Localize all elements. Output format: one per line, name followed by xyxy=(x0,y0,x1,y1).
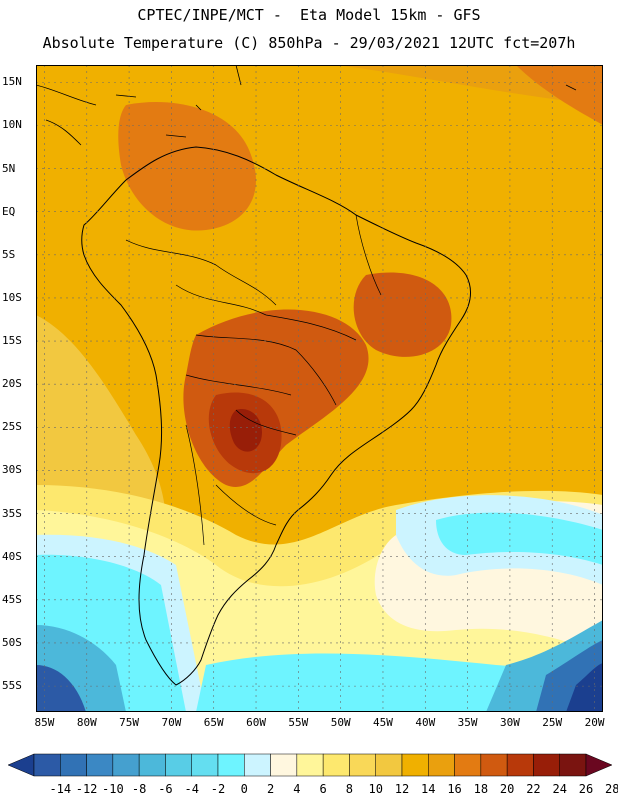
lat-tick-label: 50S xyxy=(2,635,22,649)
lat-tick-label: 10N xyxy=(2,118,22,132)
lat-tick-label: 15S xyxy=(2,334,22,348)
colorbar-tick-label: -12 xyxy=(75,782,98,796)
colorbar-swatch xyxy=(138,753,166,777)
lat-tick-label: 20S xyxy=(2,377,22,391)
coastline-south-america xyxy=(81,146,472,686)
colorbar-swatch xyxy=(349,753,376,777)
colorbar-tick-label: 0 xyxy=(240,782,248,796)
colorbar-swatch xyxy=(270,753,298,777)
chart-title: CPTEC/INPE/MCT - Eta Model 15km - GFS xyxy=(137,6,481,24)
field-pacific-mid xyxy=(36,315,166,535)
temperature-map xyxy=(36,65,603,712)
colorbar-tick-label: 24 xyxy=(552,782,567,796)
colorbar-tick-label: -6 xyxy=(158,782,173,796)
colorbar-swatch xyxy=(375,753,403,777)
colorbar-swatch xyxy=(480,753,508,777)
colorbar-tick-label: -4 xyxy=(184,782,199,796)
lat-tick-label: 5N xyxy=(2,161,16,175)
colorbar-tick-label: 8 xyxy=(345,782,354,796)
colorbar-max-triangle xyxy=(585,753,613,777)
lat-tick-label: 30S xyxy=(2,463,22,477)
lat-tick-label: 10S xyxy=(2,290,22,304)
lon-tick-label: 70W xyxy=(161,716,182,729)
colorbar-tick-label: 28 xyxy=(605,782,618,796)
lon-tick-label: 20W xyxy=(584,716,605,729)
colorbar-swatch xyxy=(86,753,114,777)
temperature-map-svg xyxy=(36,65,603,712)
lon-tick-label: 65W xyxy=(203,716,224,729)
colorbar-tick-label: 12 xyxy=(394,782,410,796)
colorbar-swatch xyxy=(244,753,271,777)
colorbar-swatch xyxy=(401,753,429,777)
lon-tick-label: 35W xyxy=(457,716,478,729)
lon-tick-label: 55W xyxy=(288,716,309,729)
lat-tick-label: EQ xyxy=(2,204,16,218)
lat-tick-label: 15N xyxy=(2,75,22,89)
colorbar-tick-label: -14 xyxy=(49,782,72,796)
lon-tick-label: 25W xyxy=(542,716,563,729)
lon-tick-label: 60W xyxy=(246,716,266,729)
colorbar-swatch xyxy=(322,753,350,777)
lat-tick-label: 45S xyxy=(2,592,22,606)
colorbar-swatch xyxy=(533,753,560,777)
colorbar-swatch xyxy=(112,753,140,777)
colorbar-tick-label: 18 xyxy=(473,782,489,796)
colorbar-swatch xyxy=(296,753,324,777)
colorbar-tick-label: -10 xyxy=(102,782,124,796)
colorbar-swatch xyxy=(559,753,587,777)
lat-tick-label: 35S xyxy=(2,506,22,520)
colorbar-tick-label: -2 xyxy=(210,782,226,796)
colorbar-tick-label: 14 xyxy=(421,782,436,796)
field-chaco-max xyxy=(229,409,262,452)
colorbar-swatch xyxy=(191,753,219,777)
colorbar-tick-label: 16 xyxy=(447,782,462,796)
lon-tick-label: 50W xyxy=(330,716,351,729)
colorbar-tick-label: 10 xyxy=(368,782,383,796)
colorbar-min-triangle xyxy=(7,753,35,777)
colorbar-swatch xyxy=(33,753,61,777)
field-se-deep xyxy=(566,663,603,712)
colorbar-swatch xyxy=(217,753,245,777)
colorbar-tick-label: 22 xyxy=(526,782,541,796)
field-north-atlantic-warm xyxy=(516,65,603,125)
colorbar-tick-label: 2 xyxy=(266,782,275,796)
field-sw-coldest xyxy=(36,665,86,712)
lon-tick-label: 85W xyxy=(34,716,55,729)
colorbar-tick-label: 26 xyxy=(578,782,594,796)
chart-subtitle: Absolute Temperature (C) 850hPa - 29/03/… xyxy=(42,34,576,52)
colorbar-swatch xyxy=(454,753,482,777)
colorbar-tick-label: 20 xyxy=(499,782,515,796)
lat-tick-label: 5S xyxy=(2,247,16,261)
colorbar-swatch xyxy=(428,753,455,777)
lon-tick-label: 75W xyxy=(119,716,140,729)
field-sa-cold xyxy=(436,512,603,565)
field-ne-brazil xyxy=(353,272,452,357)
map-frame xyxy=(36,65,603,712)
colorbar-swatch xyxy=(506,753,534,777)
colorbar xyxy=(7,753,613,777)
colorbar-tick-label: -8 xyxy=(131,782,147,796)
colorbar-tick-label: 4 xyxy=(293,782,301,796)
coastline-caribbean xyxy=(36,65,577,146)
lon-tick-label: 40W xyxy=(415,716,436,729)
colorbar-tick-label: 6 xyxy=(319,782,327,796)
lon-tick-label: 45W xyxy=(373,716,393,729)
lat-tick-label: 55S xyxy=(2,679,22,693)
lon-tick-label: 80W xyxy=(76,716,97,729)
colorbar-swatch xyxy=(60,753,87,777)
lon-tick-label: 30W xyxy=(499,716,520,729)
borders xyxy=(125,214,382,546)
lat-tick-label: 40S xyxy=(2,549,22,563)
lat-tick-label: 25S xyxy=(2,420,22,434)
graticule xyxy=(36,65,603,712)
field-north-continent xyxy=(118,102,256,231)
colorbar-swatch xyxy=(165,753,192,777)
